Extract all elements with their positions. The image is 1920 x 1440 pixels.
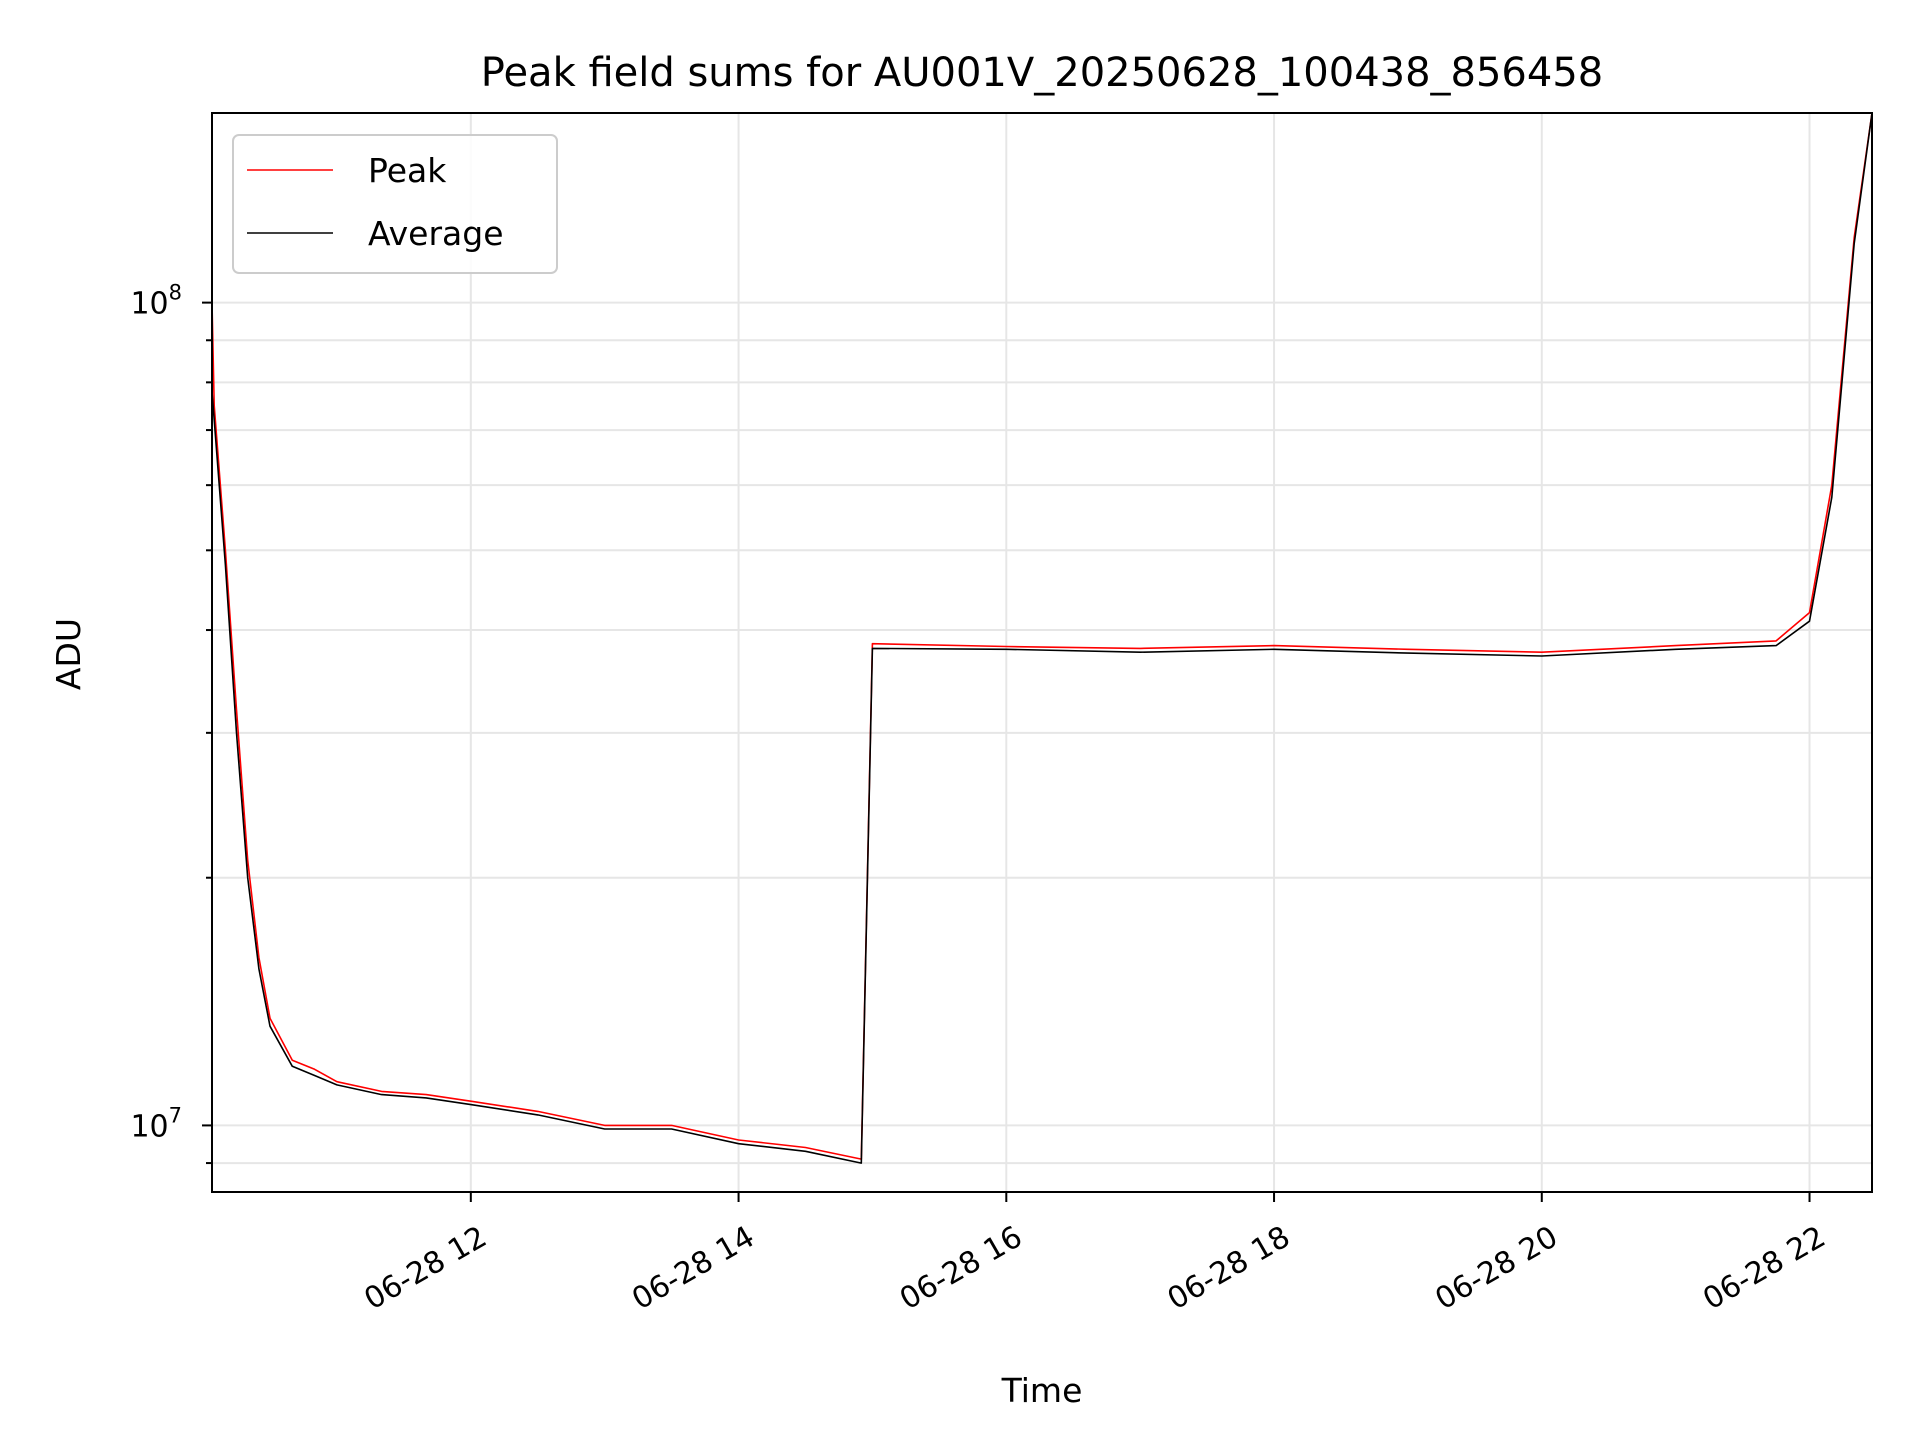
y-ticks: 108 107 <box>130 281 212 1165</box>
y-axis-label: ADU <box>49 618 88 690</box>
plot-series <box>211 112 1873 1164</box>
grid <box>212 113 1872 1192</box>
chart-title: Peak field sums for AU001V_20250628_1004… <box>481 50 1603 96</box>
plot-frame <box>211 112 1873 1193</box>
series-line-peak <box>211 112 1873 1160</box>
legend: Peak Average <box>232 134 558 274</box>
legend-label-peak: Peak <box>368 151 447 190</box>
legend-label-average: Average <box>368 214 504 253</box>
x-axis-label: Time <box>1001 1371 1083 1410</box>
y-tick-label: 107 <box>130 1103 182 1144</box>
y-tick-label: 108 <box>130 281 182 322</box>
series-line-average <box>211 112 1873 1164</box>
